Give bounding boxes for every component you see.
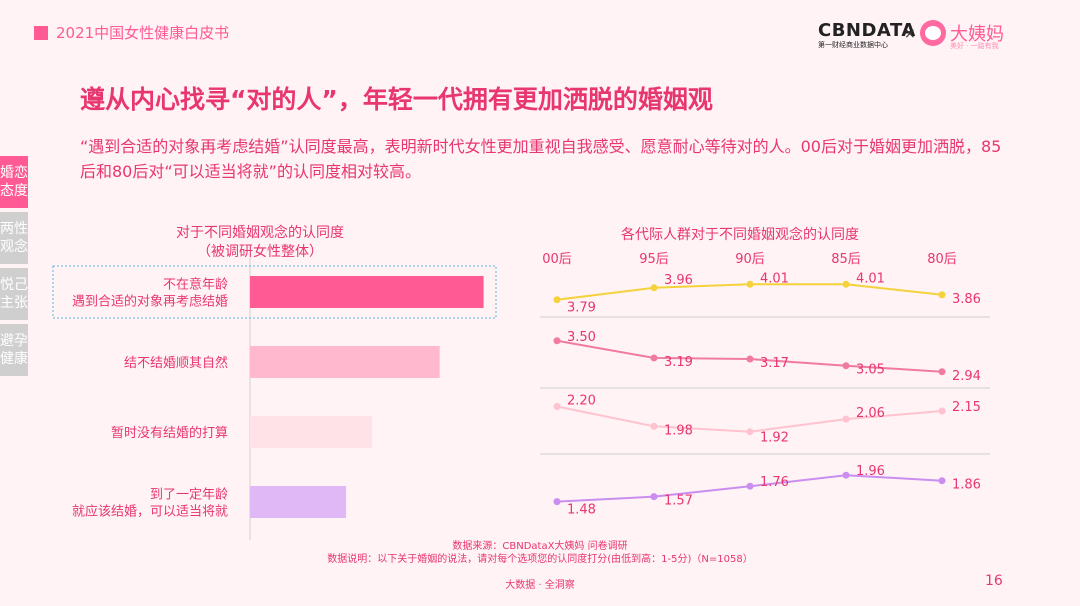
dayima-name: 大姨妈	[950, 24, 1004, 45]
bar-3	[250, 416, 373, 448]
series-point	[842, 280, 850, 288]
data-label: 4.01	[856, 271, 885, 286]
data-source: 数据来源：CBNDataX大姨妈 问卷调研 数据说明：以下关于婚姻的说法，请对每…	[327, 541, 753, 565]
cbndata-logo: CBNDATA	[818, 20, 916, 41]
x-tick-label: 00后	[542, 252, 572, 267]
series-point	[553, 296, 561, 304]
brand-separator: ×	[904, 26, 916, 42]
data-label: 1.76	[760, 475, 789, 490]
data-label: 3.86	[952, 292, 981, 307]
series-point	[650, 422, 658, 430]
data-label: 3.50	[567, 330, 596, 345]
series-point	[938, 368, 946, 376]
bar-1	[250, 276, 484, 308]
series-point	[938, 407, 946, 415]
page-description: “遇到合适的对象再考虑结婚”认同度最高，表明新时代女性更加重视自我感受、愿意耐心…	[80, 137, 1002, 181]
data-label: 1.96	[856, 464, 885, 479]
footer-slogan: 大数据 · 全洞察	[505, 580, 575, 591]
side-tabs: 婚恋态度 两性观念 悦己主张 避孕健康	[0, 156, 28, 380]
x-tick-label: 80后	[927, 252, 957, 267]
bar-2	[250, 346, 440, 378]
series-point	[842, 415, 850, 423]
dayima-face-icon	[925, 26, 941, 40]
page-number: 16	[985, 573, 1003, 589]
data-label: 4.01	[760, 271, 789, 286]
bar-category-label: 结不结婚顺其自然	[124, 355, 228, 371]
series-point	[842, 362, 850, 370]
series-point	[938, 477, 946, 485]
page-title: 遵从内心找寻“对的人”，年轻一代拥有更加洒脱的婚姻观	[80, 85, 713, 114]
data-label: 1.98	[664, 423, 693, 438]
series-point	[650, 493, 658, 501]
data-label: 2.06	[856, 406, 885, 421]
series-point	[553, 403, 561, 410]
cbndata-subtitle: 第一财经商业数据中心	[818, 41, 888, 49]
bar-category-label: 不在意年龄	[163, 277, 228, 293]
series-point	[938, 291, 946, 299]
series-point	[650, 354, 658, 362]
bar-category-label: 暂时没有结婚的打算	[111, 425, 228, 441]
report-title: 2021中国女性健康白皮书	[56, 24, 230, 42]
data-label: 3.05	[856, 363, 885, 378]
tab-self-pleasure[interactable]: 悦己主张	[0, 268, 28, 320]
x-tick-label: 90后	[735, 252, 765, 267]
tab-marriage-attitude[interactable]: 婚恋态度	[0, 156, 28, 208]
bar-4	[250, 486, 347, 518]
tab-contraception[interactable]: 避孕健康	[0, 324, 28, 376]
series-point	[650, 284, 658, 292]
series-point	[746, 280, 754, 288]
series-point	[842, 471, 850, 479]
data-label: 3.19	[664, 355, 693, 370]
header-square	[34, 26, 48, 40]
x-tick-label: 85后	[831, 252, 861, 267]
data-label: 3.17	[760, 356, 789, 371]
data-label: 2.20	[567, 394, 596, 409]
line-chart-title: 各代际人群对于不同婚姻观念的认同度	[621, 227, 859, 243]
highlight-box	[52, 265, 497, 319]
dayima-slogan: 美好 · 一路有我	[950, 42, 999, 50]
data-label: 1.86	[952, 478, 981, 493]
series-point	[746, 482, 754, 490]
data-label: 3.96	[664, 273, 693, 288]
bar-category-label: 就应该结婚，可以适当将就	[72, 504, 228, 520]
bar-category-label: 到了一定年龄	[150, 488, 228, 503]
tab-gender-views[interactable]: 两性观念	[0, 212, 28, 264]
bar-category-label: 遇到合适的对象再考虑结婚	[72, 294, 228, 310]
data-label: 2.94	[952, 369, 981, 384]
x-tick-label: 95后	[639, 252, 669, 267]
series-point	[746, 428, 754, 436]
data-label: 3.79	[567, 301, 596, 316]
series-point	[746, 355, 754, 363]
data-label: 1.57	[664, 494, 693, 509]
data-label: 1.48	[567, 503, 596, 518]
bar-chart-title: 对于不同婚姻观念的认同度 （被调研女性整体）	[176, 225, 344, 260]
data-label: 1.92	[760, 431, 789, 446]
series-point	[553, 498, 561, 506]
data-label: 2.15	[952, 400, 981, 415]
series-point	[553, 337, 561, 345]
